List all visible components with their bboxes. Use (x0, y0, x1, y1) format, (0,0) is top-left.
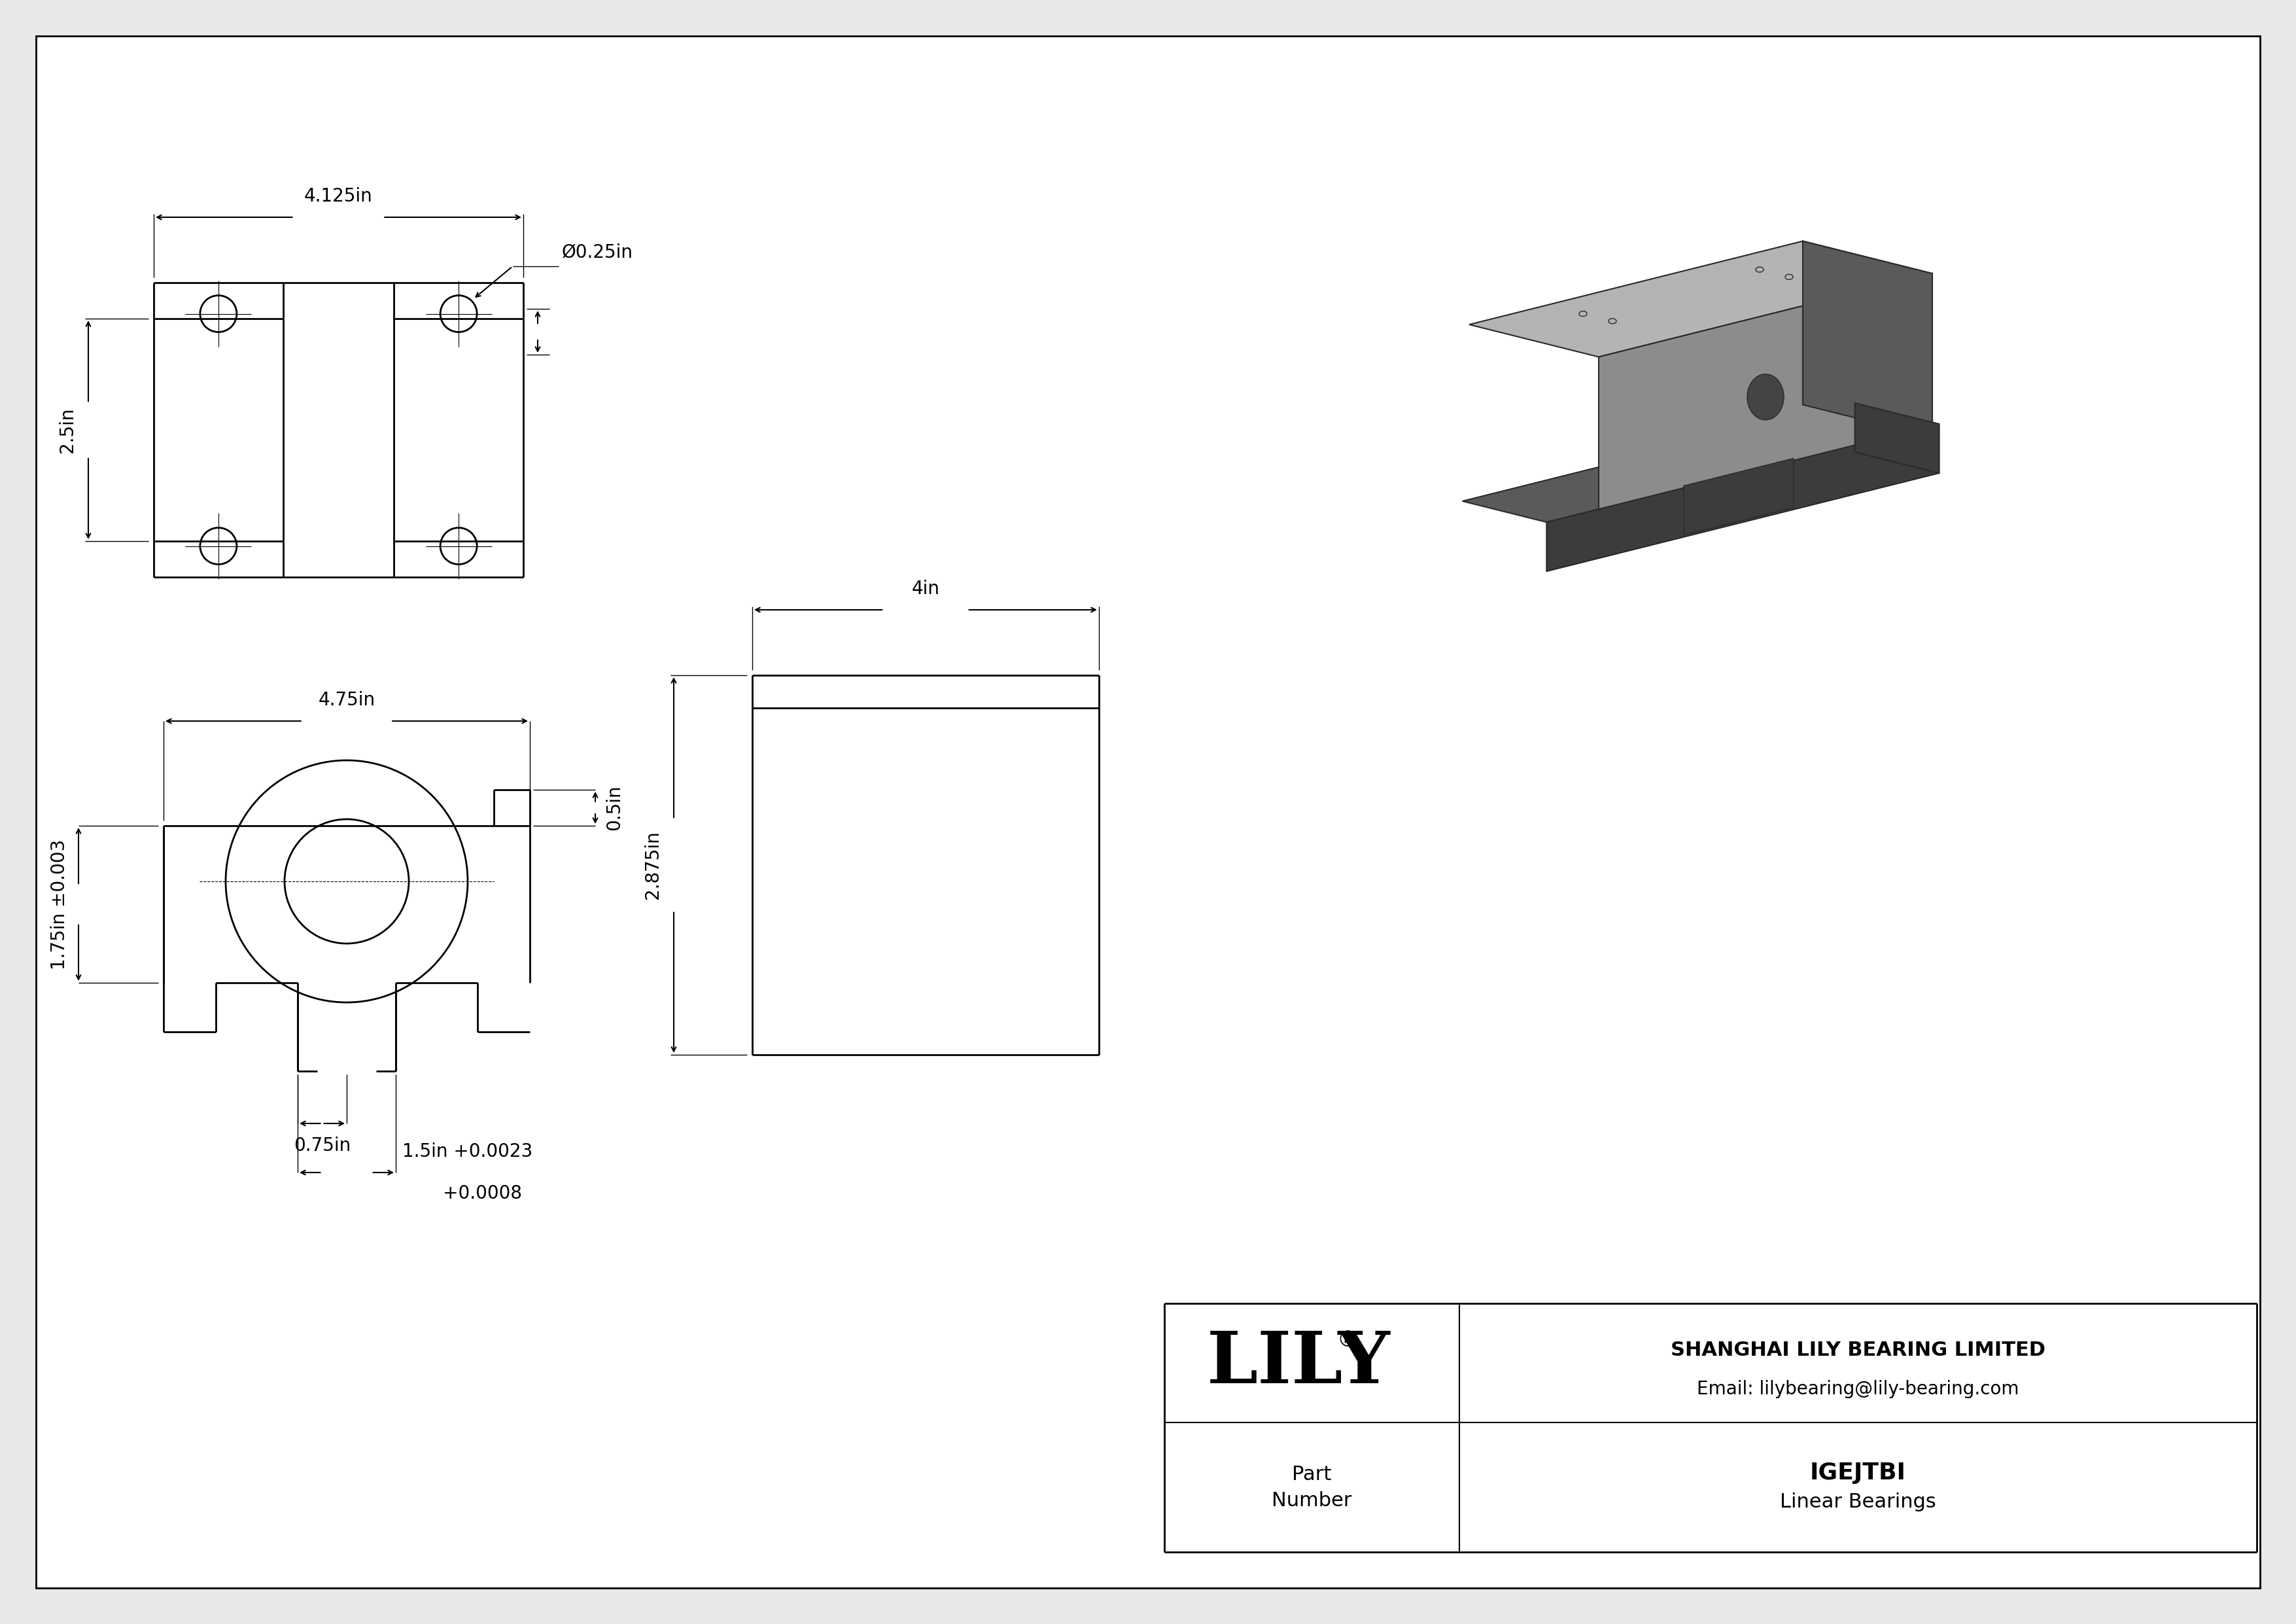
Text: Part: Part (1293, 1465, 1332, 1484)
Text: 4in: 4in (912, 580, 939, 598)
Text: 1.75in ±0.003: 1.75in ±0.003 (51, 840, 69, 970)
Ellipse shape (1784, 274, 1793, 279)
Text: Linear Bearings: Linear Bearings (1779, 1492, 1936, 1512)
Text: 2.5in: 2.5in (57, 408, 76, 453)
Polygon shape (1548, 424, 1940, 572)
Polygon shape (1598, 273, 1933, 521)
Text: 0.5in: 0.5in (606, 784, 625, 830)
Text: Email: lilybearing@lily-bearing.com: Email: lilybearing@lily-bearing.com (1697, 1380, 2018, 1398)
Text: 2.875in: 2.875in (643, 831, 661, 900)
Text: ®: ® (1336, 1330, 1359, 1351)
Polygon shape (1855, 403, 1940, 473)
Polygon shape (1683, 458, 1793, 534)
Text: 0.75in: 0.75in (294, 1137, 351, 1155)
Text: 4.75in: 4.75in (319, 690, 374, 710)
Text: SHANGHAI LILY BEARING LIMITED: SHANGHAI LILY BEARING LIMITED (1671, 1340, 2046, 1359)
Text: Ø0.25in: Ø0.25in (563, 244, 634, 261)
Text: Number: Number (1272, 1491, 1352, 1510)
Ellipse shape (1609, 318, 1616, 323)
Text: IGEJTBI: IGEJTBI (1809, 1462, 1906, 1484)
Text: 1.5in +0.0023: 1.5in +0.0023 (402, 1142, 533, 1161)
Polygon shape (1463, 403, 1940, 523)
Ellipse shape (1747, 374, 1784, 421)
Polygon shape (1802, 240, 1933, 437)
Polygon shape (1469, 240, 1933, 357)
Ellipse shape (1580, 312, 1587, 317)
Text: +0.0008: +0.0008 (402, 1184, 521, 1203)
Text: LILY: LILY (1208, 1328, 1391, 1398)
Text: 4.125in: 4.125in (305, 187, 372, 206)
Ellipse shape (1756, 266, 1763, 273)
